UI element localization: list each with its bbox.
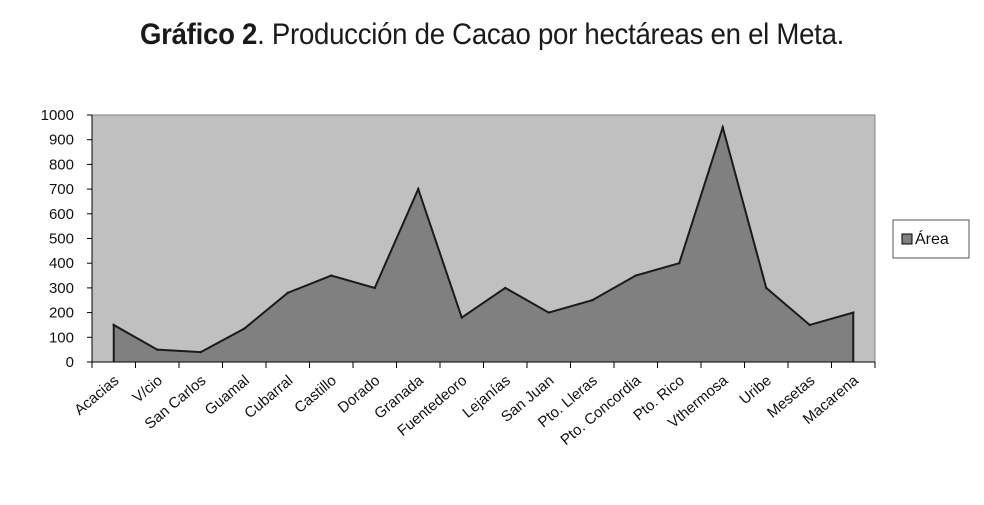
data-point-15 bbox=[765, 286, 768, 290]
chart-title-rest: . Producción de Cacao por hectáreas en e… bbox=[257, 18, 845, 51]
x-tick-label-5: Castillo bbox=[291, 372, 340, 417]
x-tick-label-1: V/cio bbox=[129, 372, 165, 406]
y-tick-label-0: 0 bbox=[66, 354, 74, 371]
data-point-2 bbox=[199, 350, 202, 354]
data-point-9 bbox=[504, 286, 507, 290]
y-tick-label-6: 600 bbox=[49, 206, 74, 223]
y-tick-label-9: 900 bbox=[49, 132, 74, 149]
y-tick-label-7: 700 bbox=[49, 181, 74, 198]
legend-swatch bbox=[901, 233, 913, 245]
data-point-0 bbox=[112, 323, 115, 327]
y-tick-label-4: 400 bbox=[49, 255, 74, 272]
data-point-6 bbox=[373, 286, 376, 290]
data-point-4 bbox=[286, 291, 289, 295]
data-point-10 bbox=[547, 311, 550, 314]
x-tick-label-15: Uribe bbox=[736, 372, 774, 408]
y-tick-label-3: 300 bbox=[49, 280, 74, 297]
data-point-17 bbox=[852, 311, 855, 314]
data-point-3 bbox=[243, 327, 246, 330]
data-point-16 bbox=[808, 323, 811, 327]
data-point-8 bbox=[460, 316, 463, 319]
data-point-13 bbox=[678, 262, 681, 265]
y-tick-label-2: 200 bbox=[49, 305, 74, 322]
data-point-11 bbox=[591, 299, 594, 302]
chart-title: Gráfico 2. Producción de Cacao por hectá… bbox=[39, 18, 944, 52]
series-area-fill bbox=[113, 127, 854, 362]
chart-title-bold: Gráfico 2 bbox=[139, 18, 258, 51]
series-line bbox=[112, 123, 855, 362]
y-tick-label-5: 500 bbox=[49, 231, 74, 248]
x-tick-label-4: Cubarral bbox=[241, 372, 296, 422]
x-tick-label-0: Acacias bbox=[71, 372, 122, 419]
y-tick-label-10: 1000 bbox=[41, 107, 74, 124]
y-tick-label-1: 100 bbox=[49, 329, 74, 346]
y-tick-label-8: 800 bbox=[49, 156, 74, 173]
data-point-14 bbox=[721, 126, 724, 129]
data-point-5 bbox=[330, 274, 333, 277]
legend-label: Área bbox=[915, 229, 949, 248]
data-point-12 bbox=[634, 274, 637, 277]
data-point-1 bbox=[156, 348, 159, 351]
data-point-7 bbox=[417, 187, 420, 191]
